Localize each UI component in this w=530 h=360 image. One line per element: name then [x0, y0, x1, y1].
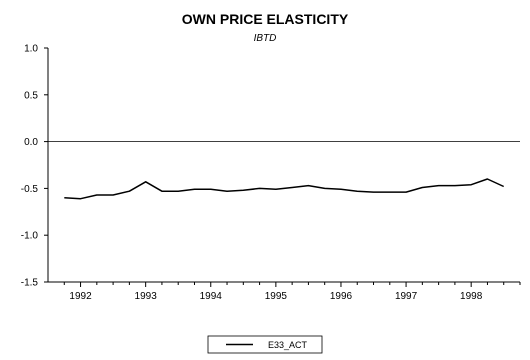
x-tick-label: 1997 — [395, 291, 418, 302]
series-line-e33-act — [64, 178, 505, 200]
x-tick-label: 1995 — [265, 291, 288, 302]
x-tick-label: 1996 — [330, 291, 353, 302]
y-tick-label: 0.0 — [24, 137, 38, 148]
y-tick-label: -1.5 — [21, 278, 39, 289]
chart-title: OWN PRICE ELASTICITY — [182, 11, 349, 27]
axes — [47, 48, 520, 283]
plot-area — [64, 178, 505, 200]
legend-label-e33-act: E33_ACT — [268, 340, 308, 350]
legend-box — [207, 335, 323, 354]
chart-subtitle: IBTD — [254, 33, 277, 44]
legend: E33_ACT — [207, 335, 323, 354]
x-tick-label: 1993 — [135, 291, 158, 302]
y-tick-label: 1.0 — [24, 44, 38, 55]
y-tick-label: 0.5 — [24, 90, 38, 101]
x-tick-label: 1994 — [200, 291, 223, 302]
y-tick-label: -0.5 — [21, 184, 39, 195]
x-tick-label: 1998 — [460, 291, 483, 302]
y-tick-label: -1.0 — [21, 231, 39, 242]
x-tick-label: 1992 — [69, 291, 92, 302]
ticks: 1.0 0.5 0.0 -0.5 -1.0 -1.5 1992 1993 1994 1995 199… — [21, 44, 521, 302]
